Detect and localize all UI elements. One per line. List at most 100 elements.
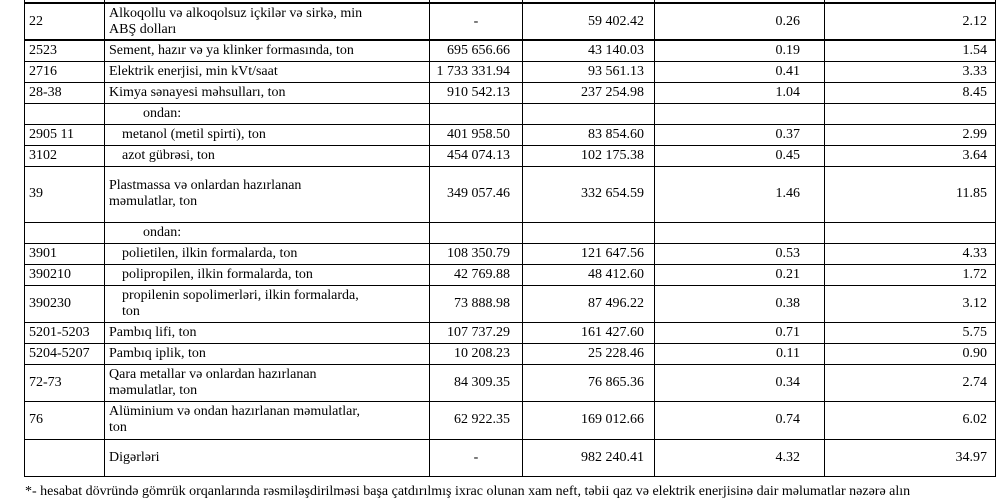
- share-cell: 0.21: [654, 263, 825, 286]
- value-cell: 43 140.03: [522, 39, 655, 62]
- name-cell: Kimya sənayesi məhsulları, ton: [104, 81, 430, 104]
- quantity-cell: 10 208.23: [429, 342, 523, 365]
- share-cell: 0.37: [654, 123, 825, 146]
- value-cell: 76 865.36: [522, 363, 655, 402]
- quantity-cell: -: [429, 438, 523, 477]
- name-cell: azot gübrəsi, ton: [104, 144, 430, 167]
- value-cell: 169 012.66: [522, 400, 655, 440]
- percent-cell: [824, 0, 996, 4]
- table-row: 5204-5207 Pambıq iplik, ton 10 208.23 25…: [24, 342, 996, 365]
- code-cell: 72-73: [24, 363, 105, 402]
- quantity-cell: 107 737.29: [429, 321, 523, 344]
- share-cell: 0.41: [654, 60, 825, 83]
- name-cell: polietilen, ilkin formalarda, ton: [104, 242, 430, 265]
- quantity-cell: [429, 221, 523, 244]
- code-cell: [24, 221, 105, 244]
- table-row: 2716 Elektrik enerjisi, min kVt/saat 1 7…: [24, 60, 996, 83]
- value-cell: 237 254.98: [522, 81, 655, 104]
- percent-cell: [824, 221, 996, 244]
- name-cell: Qara metallar və onlardan hazırlanan məm…: [104, 363, 430, 402]
- code-cell: 3901: [24, 242, 105, 265]
- percent-cell: 34.97: [824, 438, 996, 477]
- percent-cell: 3.12: [824, 284, 996, 323]
- code-cell: 2523: [24, 39, 105, 62]
- code-cell: 2905 11: [24, 123, 105, 146]
- name-cell: Alüminium və ondan hazırlanan məmulatlar…: [104, 400, 430, 440]
- share-cell: [654, 221, 825, 244]
- share-cell: 4.32: [654, 438, 825, 477]
- percent-cell: 3.33: [824, 60, 996, 83]
- name-cell: ondan:: [104, 221, 430, 244]
- quantity-cell: 910 542.13: [429, 81, 523, 104]
- code-cell: 28-38: [24, 81, 105, 104]
- percent-cell: 8.45: [824, 81, 996, 104]
- quantity-cell: 1 733 331.94: [429, 60, 523, 83]
- table-body: 22 Alkoqollu və alkoqolsuz içkilər və si…: [24, 0, 996, 477]
- name-cell: Pambıq iplik, ton: [104, 342, 430, 365]
- quantity-cell: 42 769.88: [429, 263, 523, 286]
- share-cell: 0.45: [654, 144, 825, 167]
- code-cell: 22: [24, 2, 105, 41]
- quantity-cell: 349 057.46: [429, 165, 523, 223]
- value-cell: 93 561.13: [522, 60, 655, 83]
- quantity-cell: 401 958.50: [429, 123, 523, 146]
- quantity-cell: 695 656.66: [429, 39, 523, 62]
- share-cell: 0.71: [654, 321, 825, 344]
- share-cell: 0.53: [654, 242, 825, 265]
- table-row: 390230 propilenin sopolimerləri, ilkin f…: [24, 284, 996, 323]
- code-cell: 5201-5203: [24, 321, 105, 344]
- table-row: ondan:: [24, 102, 996, 125]
- percent-cell: 11.85: [824, 165, 996, 223]
- table-row: 390210 polipropilen, ilkin formalarda, t…: [24, 263, 996, 286]
- percent-cell: 2.99: [824, 123, 996, 146]
- footnote: *- hesabat dövründə gömrük orqanlarında …: [25, 484, 911, 499]
- name-cell: Plastmassa və onlardan hazırlanan məmula…: [104, 165, 430, 223]
- export-commodities-table: 22 Alkoqollu və alkoqolsuz içkilər və si…: [24, 0, 996, 477]
- value-cell: 332 654.59: [522, 165, 655, 223]
- code-cell: 3102: [24, 144, 105, 167]
- percent-cell: 5.75: [824, 321, 996, 344]
- table-row: 3901 polietilen, ilkin formalarda, ton 1…: [24, 242, 996, 265]
- name-cell: Elektrik enerjisi, min kVt/saat: [104, 60, 430, 83]
- share-cell: 0.19: [654, 39, 825, 62]
- value-cell: [522, 221, 655, 244]
- value-cell: 102 175.38: [522, 144, 655, 167]
- share-cell: 0.26: [654, 2, 825, 41]
- percent-cell: 3.64: [824, 144, 996, 167]
- name-cell: propilenin sopolimerləri, ilkin formalar…: [104, 284, 430, 323]
- share-cell: 0.74: [654, 400, 825, 440]
- value-cell: 121 647.56: [522, 242, 655, 265]
- code-cell: 39: [24, 165, 105, 223]
- name-cell: metanol (metil spirti), ton: [104, 123, 430, 146]
- table-row: 2905 11 metanol (metil spirti), ton 401 …: [24, 123, 996, 146]
- value-cell: 83 854.60: [522, 123, 655, 146]
- percent-cell: 1.72: [824, 263, 996, 286]
- share-cell: 0.38: [654, 284, 825, 323]
- quantity-cell: -: [429, 2, 523, 41]
- share-cell: 0.34: [654, 363, 825, 402]
- percent-cell: 4.33: [824, 242, 996, 265]
- table-row: 3102 azot gübrəsi, ton 454 074.13 102 17…: [24, 144, 996, 167]
- share-cell: 0.11: [654, 342, 825, 365]
- value-cell: 161 427.60: [522, 321, 655, 344]
- code-cell: [24, 438, 105, 477]
- quantity-cell: 108 350.79: [429, 242, 523, 265]
- code-cell: 5204-5207: [24, 342, 105, 365]
- value-cell: 48 412.60: [522, 263, 655, 286]
- quantity-cell: [429, 102, 523, 125]
- name-cell: Sement, hazır və ya klinker formasında, …: [104, 39, 430, 62]
- table-row: 72-73 Qara metallar və onlardan hazırlan…: [24, 363, 996, 402]
- cropped-row: [24, 0, 996, 4]
- percent-cell: 6.02: [824, 400, 996, 440]
- table-row: 2523 Sement, hazır və ya klinker forması…: [24, 39, 996, 62]
- table-row: 39 Plastmassa və onlardan hazırlanan məm…: [24, 165, 996, 223]
- quantity-cell: 454 074.13: [429, 144, 523, 167]
- table-row: ondan:: [24, 221, 996, 244]
- table-row: Digərləri - 982 240.41 4.32 34.97: [24, 438, 996, 477]
- percent-cell: 1.54: [824, 39, 996, 62]
- name-cell: Pambıq lifi, ton: [104, 321, 430, 344]
- percent-cell: 2.74: [824, 363, 996, 402]
- table-row: 22 Alkoqollu və alkoqolsuz içkilər və si…: [24, 2, 996, 41]
- code-cell: [24, 102, 105, 125]
- share-cell: [654, 102, 825, 125]
